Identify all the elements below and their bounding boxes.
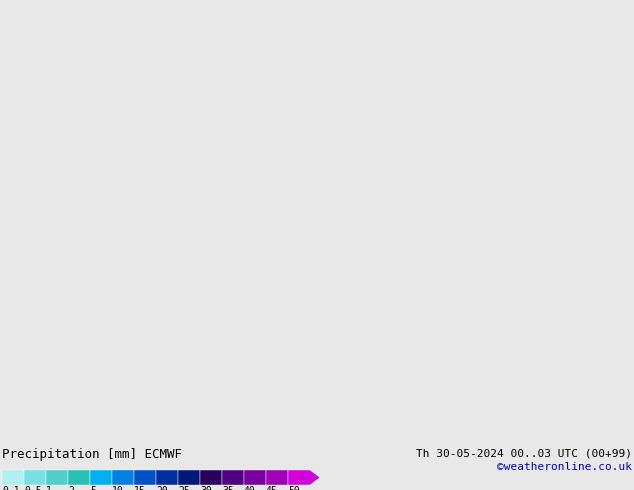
Polygon shape — [2, 470, 24, 485]
Text: 1: 1 — [46, 486, 52, 490]
Text: 45: 45 — [266, 486, 278, 490]
Polygon shape — [266, 470, 288, 485]
Polygon shape — [222, 470, 244, 485]
Polygon shape — [112, 470, 134, 485]
Text: ©weatheronline.co.uk: ©weatheronline.co.uk — [497, 462, 632, 472]
Text: 15: 15 — [134, 486, 146, 490]
Polygon shape — [178, 470, 200, 485]
Text: 10: 10 — [112, 486, 124, 490]
Text: Precipitation [mm] ECMWF: Precipitation [mm] ECMWF — [2, 448, 182, 461]
Text: 0.5: 0.5 — [24, 486, 42, 490]
Polygon shape — [24, 470, 46, 485]
Text: 50: 50 — [288, 486, 300, 490]
Polygon shape — [46, 470, 68, 485]
Text: Th 30-05-2024 00..03 UTC (00+99): Th 30-05-2024 00..03 UTC (00+99) — [416, 448, 632, 458]
Text: 5: 5 — [90, 486, 96, 490]
Polygon shape — [200, 470, 222, 485]
Text: 20: 20 — [156, 486, 168, 490]
Text: 40: 40 — [244, 486, 256, 490]
Polygon shape — [68, 470, 90, 485]
Polygon shape — [90, 470, 112, 485]
Polygon shape — [134, 470, 156, 485]
Polygon shape — [288, 470, 320, 485]
Text: 0.1: 0.1 — [2, 486, 20, 490]
Text: 25: 25 — [178, 486, 190, 490]
Polygon shape — [244, 470, 266, 485]
Text: 35: 35 — [222, 486, 234, 490]
Text: 2: 2 — [68, 486, 74, 490]
Text: 30: 30 — [200, 486, 212, 490]
Polygon shape — [156, 470, 178, 485]
